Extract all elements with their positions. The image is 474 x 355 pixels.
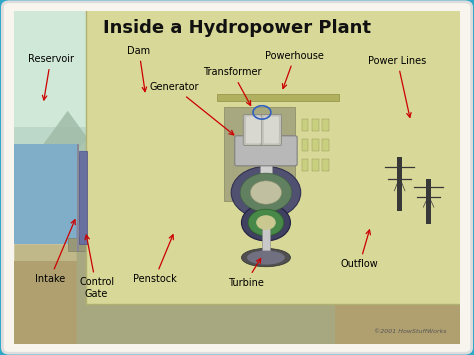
Polygon shape — [90, 151, 108, 244]
Text: Generator: Generator — [150, 82, 234, 135]
Text: Penstock: Penstock — [133, 235, 176, 284]
Text: Powerhouse: Powerhouse — [265, 51, 324, 88]
Bar — [163, 99, 166, 108]
FancyBboxPatch shape — [246, 116, 261, 143]
Bar — [155, 99, 158, 108]
Polygon shape — [362, 178, 460, 244]
Bar — [224, 108, 295, 201]
Polygon shape — [14, 11, 460, 127]
Bar — [217, 94, 339, 101]
Bar — [79, 151, 87, 244]
Text: Intake: Intake — [35, 220, 75, 284]
FancyBboxPatch shape — [261, 114, 282, 146]
FancyBboxPatch shape — [264, 116, 279, 143]
Bar — [301, 159, 308, 171]
Polygon shape — [90, 97, 183, 244]
Polygon shape — [14, 194, 460, 344]
Bar — [138, 99, 142, 108]
FancyBboxPatch shape — [153, 175, 176, 198]
Polygon shape — [41, 124, 166, 184]
Circle shape — [240, 173, 292, 212]
Bar — [14, 11, 460, 244]
Bar — [322, 159, 329, 171]
Text: ©2001 HowStuffWorks: ©2001 HowStuffWorks — [374, 329, 447, 334]
FancyBboxPatch shape — [243, 114, 264, 146]
FancyBboxPatch shape — [156, 144, 173, 163]
Text: Power Lines: Power Lines — [368, 56, 427, 118]
Text: Reservoir: Reservoir — [28, 54, 74, 100]
Bar — [301, 140, 308, 151]
Ellipse shape — [241, 248, 291, 267]
Bar — [171, 99, 174, 108]
FancyBboxPatch shape — [85, 0, 469, 304]
Text: Turbine: Turbine — [228, 258, 264, 288]
Polygon shape — [77, 224, 291, 271]
Circle shape — [231, 166, 301, 219]
Bar — [77, 144, 79, 251]
Ellipse shape — [247, 251, 285, 264]
Bar — [122, 99, 126, 108]
Bar — [322, 140, 329, 151]
Polygon shape — [77, 211, 335, 344]
Polygon shape — [291, 191, 424, 244]
Bar — [179, 99, 182, 108]
FancyBboxPatch shape — [153, 141, 176, 165]
Text: Control
Gate: Control Gate — [79, 235, 114, 299]
Polygon shape — [14, 261, 460, 344]
Polygon shape — [183, 204, 228, 244]
Bar — [87, 144, 89, 251]
Bar — [262, 218, 270, 251]
Bar — [114, 99, 118, 108]
Polygon shape — [14, 111, 121, 184]
Circle shape — [250, 181, 282, 204]
Polygon shape — [14, 151, 90, 158]
Bar — [426, 179, 431, 224]
Text: Inside a Hydropower Plant: Inside a Hydropower Plant — [103, 19, 371, 37]
Bar — [312, 119, 319, 131]
Text: Dam: Dam — [128, 46, 151, 92]
Circle shape — [256, 215, 276, 230]
Polygon shape — [282, 144, 397, 218]
FancyBboxPatch shape — [156, 178, 173, 197]
Polygon shape — [77, 239, 291, 271]
Bar — [146, 99, 150, 108]
Bar — [301, 119, 308, 131]
Circle shape — [248, 209, 284, 236]
Bar — [322, 119, 329, 131]
Polygon shape — [326, 158, 438, 218]
FancyBboxPatch shape — [235, 136, 297, 166]
Polygon shape — [14, 144, 79, 244]
Bar — [130, 99, 134, 108]
Text: Outflow: Outflow — [341, 230, 378, 269]
Polygon shape — [81, 228, 286, 261]
Bar — [112, 97, 183, 108]
Polygon shape — [81, 241, 279, 268]
Bar — [312, 140, 319, 151]
Bar — [312, 159, 319, 171]
Polygon shape — [68, 237, 90, 251]
Circle shape — [241, 204, 291, 241]
Bar — [260, 159, 272, 192]
Bar — [397, 158, 402, 211]
Text: Transformer: Transformer — [203, 67, 262, 105]
Polygon shape — [130, 104, 183, 244]
Polygon shape — [14, 151, 92, 244]
